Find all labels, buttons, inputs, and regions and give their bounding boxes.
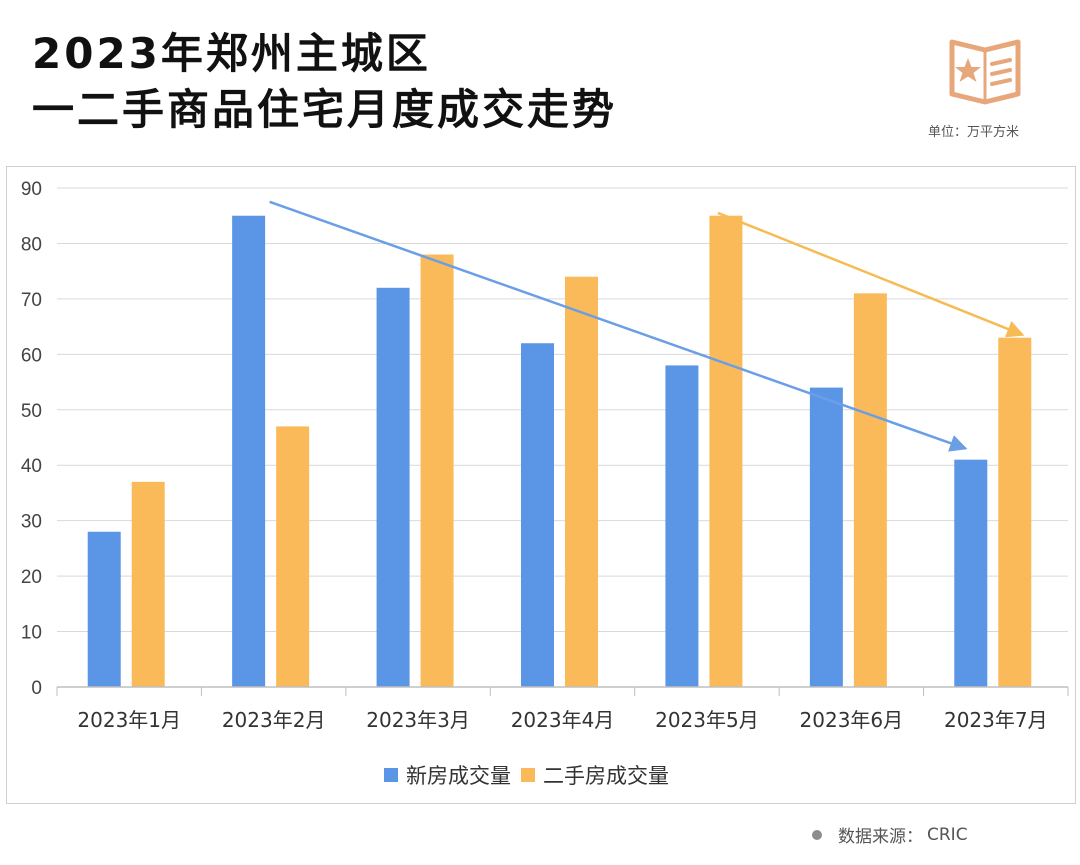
legend: 新房成交量 二手房成交量 [384,760,679,790]
bars [87,215,1032,688]
trend-arrows [269,200,1025,452]
bar-series1-2023年1月 [131,481,165,687]
title-line-1: 2023年郑州主城区 [32,29,431,78]
bar-series0-2023年1月 [87,531,121,687]
y-tick-label-0: 0 [31,678,42,699]
y-tick-label-40: 40 [21,456,42,477]
x-tick-label-2: 2023年3月 [366,708,470,732]
y-tick-label-80: 80 [21,234,42,255]
bar-series0-2023年6月 [809,387,843,687]
legend-swatch-resale-homes [521,768,535,782]
y-tick-label-20: 20 [21,567,42,588]
bar-series0-2023年5月 [665,365,699,687]
y-tick-label-10: 10 [21,623,42,644]
bar-series0-2023年2月 [232,215,266,687]
bar-series1-2023年3月 [420,254,454,688]
legend-swatch-new-homes [384,768,398,782]
legend-item-new-homes: 新房成交量 [384,760,511,790]
bar-series0-2023年7月 [954,459,988,687]
legend-label-new-homes: 新房成交量 [406,764,511,788]
x-tick-label-3: 2023年4月 [511,708,615,732]
y-tick-label-30: 30 [21,512,42,533]
y-tick-label-50: 50 [21,401,42,422]
trend-arrow-1 [717,211,1025,338]
bar-series0-2023年4月 [521,343,554,687]
unit-label: 单位：万平方米 [928,125,1020,140]
legend-item-resale-homes: 二手房成交量 [521,760,669,790]
y-tick-label-70: 70 [21,290,42,311]
bar-series1-2023年7月 [998,337,1032,687]
y-tick-label-60: 60 [21,345,42,366]
legend-label-resale-homes: 二手房成交量 [543,764,669,788]
data-source: 数据来源： CRIC [812,822,968,847]
title-line-2: 一二手商品住宅月度成交走势 [32,85,618,134]
bullet-dot-icon [812,829,822,840]
x-tick-label-1: 2023年2月 [222,708,326,732]
bar-series1-2023年4月 [565,276,598,687]
bar-series1-2023年6月 [853,293,887,687]
bar-series0-2023年3月 [376,287,410,687]
x-tick-label-0: 2023年1月 [77,708,181,732]
chart-title: 2023年郑州主城区 一二手商品住宅月度成交走势 [32,26,617,138]
bar-series1-2023年5月 [709,215,743,687]
source-label: 数据来源： [838,827,923,847]
x-tick-label-6: 2023年7月 [944,708,1048,732]
star-document-icon [949,39,1021,105]
trend-arrow-0 [269,200,968,452]
y-tick-label-90: 90 [21,179,42,200]
source-value: CRIC [927,824,968,845]
x-tick-label-4: 2023年5月 [655,708,759,732]
grid-lines [57,187,1068,633]
x-tick-label-5: 2023年6月 [800,708,904,732]
axes: 0 10 20 30 40 50 60 70 80 90 2023年1月 2023年2月 2023年3月… [21,179,1069,732]
bar-series1-2023年2月 [276,426,310,687]
